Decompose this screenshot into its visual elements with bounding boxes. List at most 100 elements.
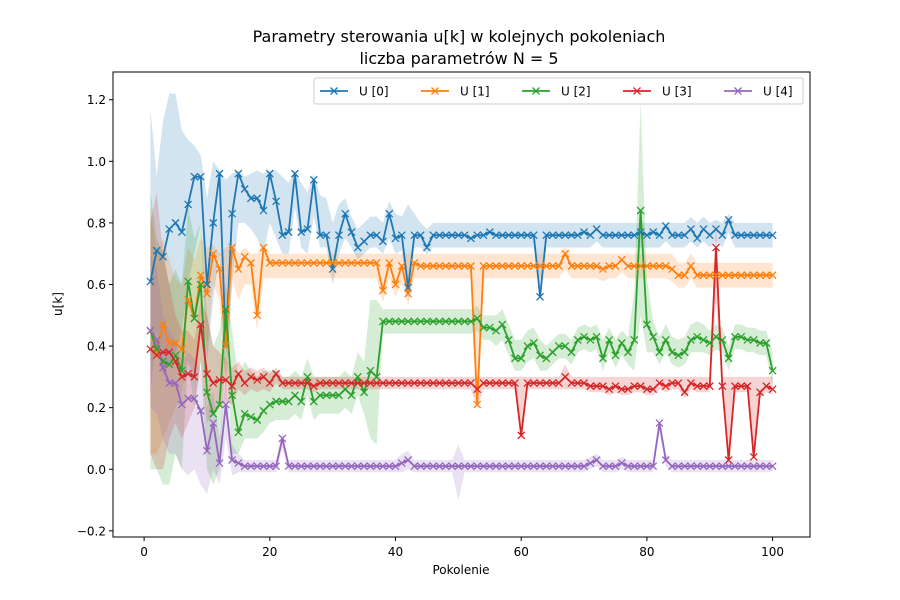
data-point-s2-6	[184, 277, 193, 286]
data-point-s0-42	[410, 231, 419, 240]
x-tick-label: 80	[639, 545, 654, 559]
data-point-s3-99	[768, 385, 777, 394]
data-point-s2-74	[611, 351, 620, 360]
data-point-s0-72	[598, 231, 607, 240]
data-point-s3-30	[334, 379, 343, 387]
data-point-s4-24	[297, 462, 306, 471]
data-point-s0-84	[674, 231, 683, 240]
data-point-s4-49	[454, 462, 463, 471]
data-point-s2-84	[674, 351, 683, 360]
data-point-s4-8	[196, 406, 205, 415]
data-point-s3-44	[422, 379, 431, 387]
data-point-s2-98	[762, 339, 771, 347]
chart-subtitle: liczba parametrów N = 5	[359, 49, 558, 68]
data-point-s4-92	[724, 462, 733, 471]
data-point-s0-77	[630, 231, 639, 240]
plot-frame	[112, 71, 811, 538]
y-tick-label: −0.2	[77, 524, 106, 538]
data-point-s2-21	[278, 397, 287, 406]
data-point-s4-10	[209, 419, 218, 428]
data-point-s0-69	[580, 228, 589, 237]
data-point-s2-37	[378, 317, 387, 326]
data-point-s3-23	[290, 379, 299, 387]
data-point-s3-15	[240, 379, 249, 387]
data-point-s4-44	[422, 462, 431, 471]
data-point-s3-86	[686, 379, 695, 387]
confidence-bands	[150, 93, 773, 500]
data-point-s0-4	[171, 218, 180, 227]
data-point-s3-95	[743, 382, 752, 391]
data-point-s4-5	[177, 400, 186, 409]
data-point-s2-24	[297, 397, 306, 406]
data-point-s0-23	[290, 169, 299, 178]
data-point-s4-38	[385, 462, 394, 471]
data-point-s2-86	[686, 335, 695, 344]
y-tick-label: 0.4	[87, 340, 106, 354]
data-point-s4-83	[668, 462, 677, 471]
data-point-s4-21	[278, 434, 287, 443]
data-point-s3-72	[598, 382, 607, 391]
data-point-s4-58	[510, 462, 519, 471]
data-point-s0-67	[567, 231, 576, 240]
data-point-s0-35	[366, 231, 375, 240]
data-point-s1-24	[297, 258, 306, 267]
data-point-s0-1	[152, 246, 161, 255]
data-point-s3-7	[190, 372, 199, 381]
data-point-s2-15	[240, 409, 249, 418]
data-point-s3-58	[510, 379, 519, 387]
legend-marker-1	[431, 87, 439, 95]
data-point-s2-20	[272, 397, 281, 406]
data-point-s0-76	[624, 231, 633, 240]
data-point-s4-55	[492, 462, 501, 471]
data-point-s1-73	[605, 262, 614, 270]
data-point-s0-24	[297, 228, 306, 237]
data-point-s2-29	[328, 391, 337, 400]
data-point-s4-45	[429, 462, 438, 471]
data-point-s2-33	[353, 372, 362, 381]
data-point-s2-5	[177, 366, 186, 375]
data-point-s2-69	[580, 332, 589, 341]
data-point-s0-0	[146, 277, 155, 286]
data-point-s4-77	[630, 462, 639, 471]
data-point-s1-70	[586, 262, 595, 270]
data-point-s4-4	[171, 379, 180, 387]
data-point-s2-88	[699, 335, 708, 344]
data-point-s0-28	[322, 231, 331, 240]
data-point-s1-19	[265, 258, 274, 267]
data-point-s2-35	[366, 366, 375, 375]
x-axis-label: Pokolenie	[432, 563, 489, 577]
data-point-s0-15	[240, 185, 249, 193]
data-point-s3-45	[429, 379, 438, 387]
legend-label-1: U [1]	[460, 85, 490, 99]
data-point-s2-36	[372, 372, 381, 381]
data-point-s1-55	[492, 262, 501, 270]
data-point-s3-73	[605, 385, 614, 394]
data-point-s4-42	[410, 462, 419, 471]
x-tick-label: 20	[262, 545, 277, 559]
data-point-s2-65	[554, 342, 563, 351]
data-point-s1-49	[454, 262, 463, 270]
data-point-s1-38	[385, 258, 394, 267]
data-point-s1-66	[561, 249, 570, 258]
data-point-s2-91	[718, 335, 727, 344]
data-point-s2-60	[523, 342, 532, 351]
data-point-s3-10	[209, 379, 218, 387]
data-point-s3-88	[699, 382, 708, 391]
data-point-s4-68	[573, 462, 582, 471]
data-point-s1-43	[416, 262, 425, 270]
data-point-s1-44	[422, 262, 431, 270]
data-point-s4-56	[498, 462, 507, 471]
data-point-s3-4	[171, 357, 180, 366]
data-point-s3-74	[611, 382, 620, 391]
series-markers	[146, 169, 777, 471]
data-point-s2-14	[234, 428, 243, 437]
data-point-s2-58	[510, 354, 519, 363]
data-point-s4-34	[360, 462, 369, 471]
data-point-s1-3	[165, 339, 174, 347]
data-point-s0-73	[605, 231, 614, 240]
data-point-s3-66	[561, 372, 570, 381]
data-point-s1-6	[184, 295, 193, 304]
data-point-s3-60	[523, 379, 532, 387]
data-point-s0-93	[730, 231, 739, 240]
series-band-2	[150, 102, 773, 485]
